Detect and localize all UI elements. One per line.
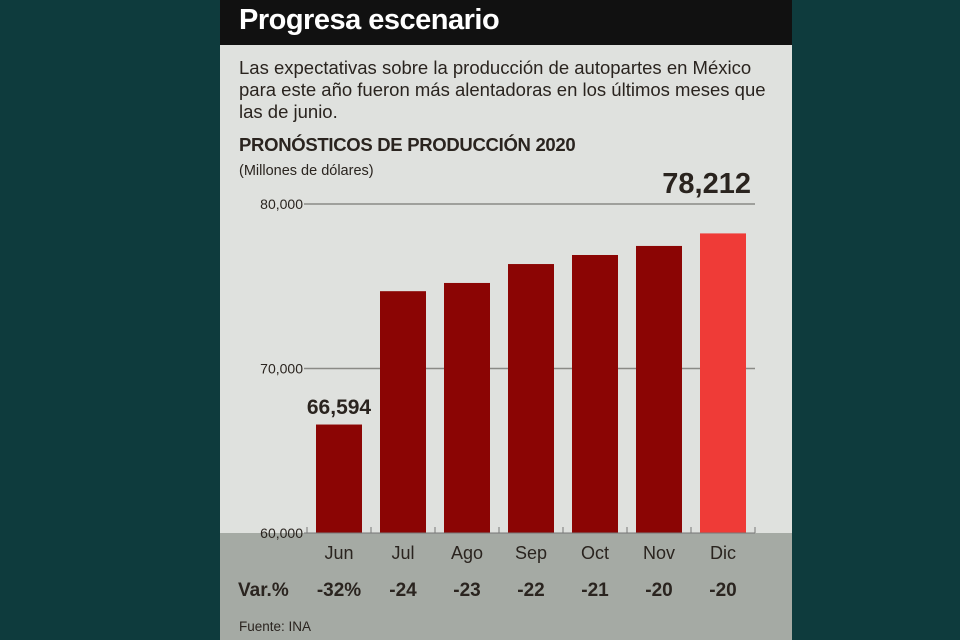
var-value: -22 — [517, 580, 544, 601]
source-note: Fuente: INA — [239, 619, 312, 634]
x-tick-label: Nov — [643, 543, 675, 563]
bottom-band — [220, 533, 792, 640]
y-tick-label: 60,000 — [260, 525, 303, 541]
x-tick-label: Oct — [581, 543, 609, 563]
x-tick-label: Jul — [391, 543, 414, 563]
data-label-jun: 66,594 — [307, 396, 372, 419]
y-tick-label: 70,000 — [260, 361, 303, 377]
bar-dic — [700, 233, 746, 533]
var-value: -23 — [453, 580, 480, 601]
var-value: -21 — [581, 580, 609, 601]
var-value: -20 — [709, 580, 736, 601]
var-label: Var.% — [238, 580, 289, 601]
var-value: -32% — [317, 580, 361, 601]
x-tick-label: Sep — [515, 543, 547, 563]
subtitle: Las expectativas sobre la producción de … — [239, 57, 766, 122]
title-bar: Progresa escenario — [220, 0, 792, 45]
page-title: Progresa escenario — [239, 4, 500, 36]
var-value: -24 — [389, 580, 417, 601]
bar-oct — [572, 254, 618, 533]
y-tick-label: 80,000 — [260, 196, 303, 212]
var-value: -20 — [645, 580, 672, 601]
chart-unit: (Millones de dólares) — [239, 163, 374, 179]
data-label-dic: 78,212 — [662, 168, 751, 200]
bar-jun — [316, 424, 362, 533]
bar-jul — [380, 291, 426, 533]
bar-nov — [636, 245, 682, 533]
x-tick-label: Ago — [451, 543, 483, 563]
x-tick-label: Dic — [710, 543, 736, 563]
bar-sep — [508, 264, 554, 533]
x-tick-label: Jun — [324, 543, 353, 563]
chart-title: PRONÓSTICOS DE PRODUCCIÓN 2020 — [239, 134, 576, 155]
bar-ago — [444, 282, 490, 533]
